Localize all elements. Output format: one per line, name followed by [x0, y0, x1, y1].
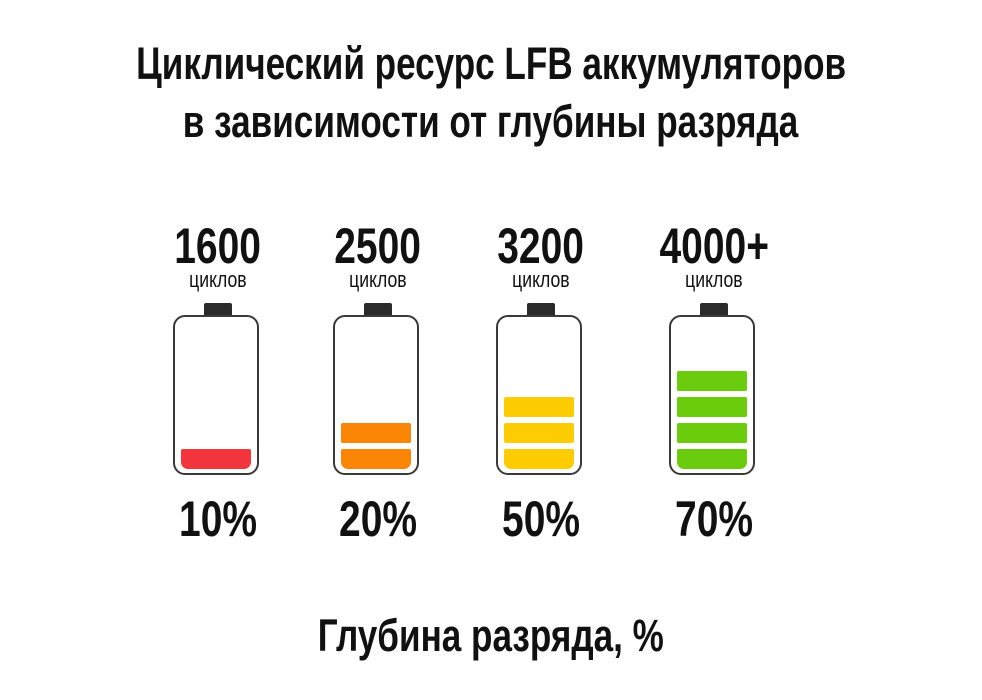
- battery-charge-segment: [677, 449, 747, 469]
- cycle-count-label: 4000+: [659, 218, 769, 274]
- battery-column: 1600 циклов 10%: [138, 218, 298, 547]
- battery-column: 3200 циклов 50%: [461, 218, 621, 547]
- cycle-count-label: 2500: [334, 218, 422, 274]
- battery-terminal: [527, 303, 555, 316]
- cycle-unit-label: циклов: [349, 267, 407, 292]
- battery-terminal: [364, 303, 392, 316]
- battery-charge-segment: [341, 423, 411, 443]
- battery-charge-segment: [504, 397, 574, 417]
- battery-terminal: [700, 303, 728, 316]
- battery-column: 2500 циклов 20%: [298, 218, 458, 547]
- battery-icon: [496, 315, 582, 475]
- battery-icon: [333, 315, 419, 475]
- cycle-unit-label: циклов: [685, 267, 743, 292]
- battery-charge-segment: [341, 449, 411, 469]
- battery-icon: [173, 315, 259, 475]
- x-axis-label: Глубина разряда, %: [317, 610, 665, 661]
- battery-charge-segment: [504, 423, 574, 443]
- depth-label: 10%: [178, 491, 258, 547]
- battery-charge-segment: [677, 397, 747, 417]
- chart-subtitle: в зависимости от глубины разряда: [183, 96, 799, 147]
- battery-charge-segment: [677, 371, 747, 391]
- depth-label: 20%: [338, 491, 418, 547]
- battery-terminal: [204, 303, 232, 316]
- cycle-count-label: 1600: [174, 218, 262, 274]
- chart-title: Циклический ресурс LFB аккумуляторов: [136, 38, 846, 89]
- battery-column: 4000+ циклов 70%: [634, 218, 794, 547]
- cycle-unit-label: циклов: [189, 267, 247, 292]
- cycle-count-label: 3200: [497, 218, 585, 274]
- battery-charge-segment: [677, 423, 747, 443]
- depth-label: 50%: [501, 491, 581, 547]
- depth-label: 70%: [674, 491, 754, 547]
- battery-charge-segment: [504, 449, 574, 469]
- cycle-unit-label: циклов: [512, 267, 570, 292]
- battery-icon: [669, 315, 755, 475]
- battery-charge-segment: [181, 449, 251, 469]
